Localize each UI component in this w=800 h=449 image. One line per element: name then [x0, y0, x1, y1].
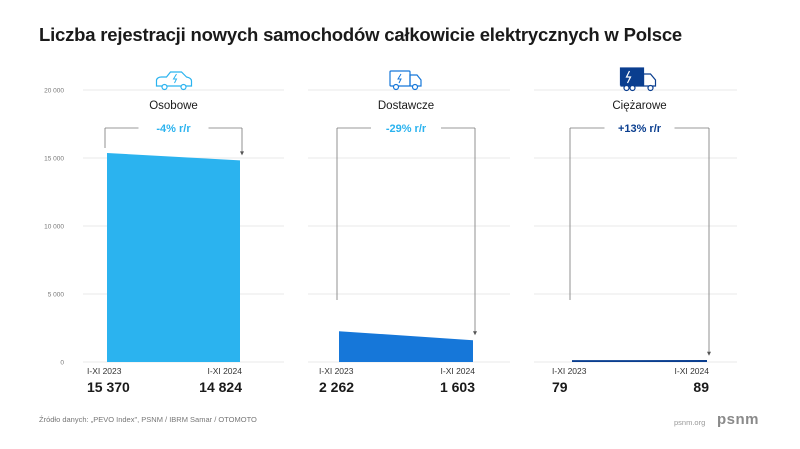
- van-wheel: [392, 83, 400, 91]
- panel-title: Dostawcze: [378, 100, 434, 112]
- truck-wheel: [629, 84, 636, 92]
- y-tick-label: 10 000: [44, 224, 64, 231]
- car-body: [155, 71, 193, 87]
- truck-cab: [642, 73, 657, 87]
- van-cab: [409, 74, 422, 87]
- bracket-arrow: [240, 151, 244, 156]
- x-category-label: I-XI 2023: [87, 366, 122, 376]
- change-label: -29% r/r: [386, 123, 427, 135]
- area-fill: [107, 152, 240, 362]
- van-electric-icon: [389, 70, 422, 91]
- car-wheel: [180, 83, 187, 91]
- x-category-label: I-XI 2024: [675, 366, 710, 376]
- x-category-label: I-XI 2024: [208, 366, 243, 376]
- truck-wheel: [623, 84, 630, 92]
- y-tick-label: 20 000: [44, 88, 64, 95]
- bracket-arrow: [707, 351, 711, 356]
- car-wheel: [161, 83, 168, 91]
- footer-url[interactable]: psnm.org: [674, 418, 706, 427]
- truck-wheel: [647, 84, 654, 92]
- change-label: +13% r/r: [618, 123, 662, 135]
- van-wheel: [411, 83, 419, 91]
- panel-title: Osobowe: [149, 100, 198, 112]
- page-title: Liczba rejestracji nowych samochodów cał…: [39, 24, 683, 45]
- value-label: 1 603: [440, 379, 475, 395]
- y-tick-label: 15 000: [44, 156, 64, 163]
- truck-box: [619, 67, 645, 86]
- value-label: 14 824: [199, 379, 242, 395]
- value-label: 89: [693, 379, 709, 395]
- x-category-label: I-XI 2023: [319, 366, 354, 376]
- panel-title: Ciężarowe: [612, 100, 666, 112]
- value-label: 15 370: [87, 379, 130, 395]
- bracket-arrow: [473, 331, 477, 336]
- bolt: [172, 73, 178, 84]
- source-note: Źródło danych: „PEVO Index", PSNM / IBRM…: [39, 415, 257, 424]
- car-electric-icon: [155, 71, 193, 91]
- y-tick-label: 0: [60, 360, 64, 367]
- psnm-logo: psnm: [717, 411, 760, 428]
- value-label: 79: [552, 379, 568, 395]
- bolt: [397, 73, 402, 84]
- x-category-label: I-XI 2023: [552, 366, 587, 376]
- y-tick-label: 5 000: [48, 292, 65, 299]
- x-category-label: I-XI 2024: [441, 366, 476, 376]
- area-fill: [339, 331, 473, 362]
- value-label: 2 262: [319, 379, 354, 395]
- bolt: [625, 70, 632, 84]
- truck-electric-icon: [619, 67, 657, 92]
- change-label: -4% r/r: [156, 123, 191, 135]
